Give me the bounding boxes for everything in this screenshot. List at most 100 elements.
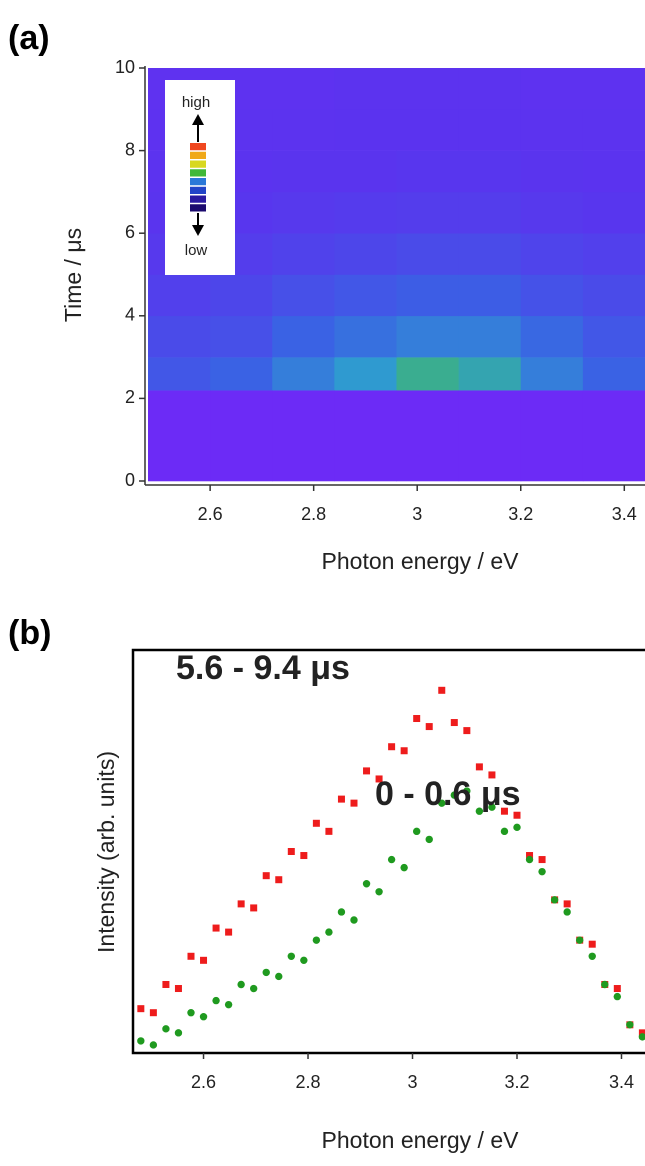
y-axis-label: Time / μs: [60, 228, 86, 322]
point: [438, 799, 446, 807]
heatmap-cell: [334, 390, 397, 482]
heatmap-cell: [520, 315, 584, 358]
point: [400, 863, 408, 872]
point: [438, 686, 446, 694]
point: [500, 827, 509, 836]
y-axis-label: Intensity (arb. units): [93, 751, 119, 953]
panel-label: (a): [8, 19, 50, 57]
point: [425, 723, 433, 731]
point: [526, 852, 534, 860]
x-tick-label: 2.6: [191, 1072, 216, 1092]
heatmap-cell: [582, 274, 645, 317]
series-label: 5.6 - 9.4 μs: [176, 649, 350, 687]
heatmap-cell: [396, 150, 460, 193]
point: [375, 775, 383, 783]
heatmap-cell: [334, 68, 397, 110]
colorbar-swatch: [190, 186, 206, 194]
heatmap-cell: [520, 357, 584, 391]
y-tick-label: 4: [125, 305, 135, 325]
point: [362, 880, 371, 888]
heatmap-cell: [582, 150, 645, 193]
heatmap-cell: [458, 109, 522, 151]
heatmap-cell: [520, 150, 584, 193]
point: [262, 872, 270, 880]
y-tick-label: 8: [125, 139, 135, 159]
heatmap-cell: [396, 68, 460, 110]
heatmap-cell: [272, 357, 335, 391]
heatmap-cell: [272, 68, 335, 110]
heatmap-cell: [396, 191, 460, 234]
x-tick-label: 3: [412, 504, 422, 524]
point: [350, 799, 358, 807]
heatmap-cell: [210, 274, 273, 317]
point: [400, 747, 408, 755]
point: [413, 715, 421, 723]
colorbar-swatch: [190, 143, 206, 151]
colorbar-swatch: [190, 204, 206, 212]
point: [162, 980, 170, 988]
point: [387, 855, 396, 864]
x-tick-label: 3.4: [609, 1072, 634, 1092]
x-tick-label: 3.2: [508, 504, 533, 524]
heatmap-cell: [520, 233, 584, 275]
heatmap-cell: [210, 315, 273, 358]
heatmap-cell: [272, 233, 335, 275]
point: [388, 743, 396, 751]
series-label: 0 - 0.6 μs: [375, 775, 521, 813]
heatmap-cell: [272, 274, 335, 317]
point: [187, 952, 195, 960]
point: [312, 936, 321, 944]
heatmap-cell: [582, 357, 645, 391]
point: [212, 996, 220, 1005]
point: [187, 1009, 195, 1017]
colorbar-low: low: [185, 242, 208, 259]
point: [638, 1033, 645, 1041]
y-tick-label: 0: [125, 470, 135, 490]
heatmap-cell: [582, 191, 645, 234]
point: [363, 767, 371, 775]
point: [463, 727, 471, 735]
heatmap-cell: [210, 357, 273, 391]
point: [538, 856, 546, 864]
heatmap-cell: [396, 315, 460, 358]
point: [224, 1000, 233, 1009]
point: [488, 771, 496, 779]
point: [325, 827, 333, 835]
point: [613, 985, 621, 993]
point: [250, 904, 258, 912]
point: [601, 980, 609, 989]
heatmap-cell: [334, 191, 397, 234]
point: [488, 803, 496, 811]
colorbar-swatch: [190, 160, 206, 168]
colorbar-box: [165, 80, 235, 275]
heatmap-cell: [148, 390, 211, 482]
heatmap-cell: [396, 390, 460, 482]
panel-label: (b): [8, 614, 51, 652]
point: [350, 916, 358, 924]
point: [475, 807, 484, 815]
point: [626, 1021, 634, 1029]
heatmap-cell: [458, 233, 522, 275]
y-tick-label: 10: [115, 57, 135, 77]
colorbar-high: high: [182, 94, 210, 111]
heatmap-cell: [520, 109, 584, 151]
point: [300, 956, 308, 965]
heatmap-cell: [334, 357, 397, 391]
point: [137, 1037, 145, 1045]
point: [249, 984, 258, 993]
x-tick-label: 3.2: [504, 1072, 529, 1092]
point: [174, 1029, 183, 1037]
point: [588, 952, 596, 960]
heatmap-cell: [396, 274, 460, 317]
y-tick-label: 6: [125, 222, 135, 242]
x-axis-label: Photon energy / eV: [322, 1127, 520, 1153]
y-tick-label: 2: [125, 387, 135, 407]
point: [149, 1009, 157, 1017]
heatmap-cell: [582, 233, 645, 275]
x-axis-label: Photon energy / eV: [322, 548, 520, 574]
x-tick-label: 3.4: [612, 504, 637, 524]
point: [337, 795, 345, 803]
point: [275, 876, 283, 884]
heatmap-cell: [458, 191, 522, 234]
